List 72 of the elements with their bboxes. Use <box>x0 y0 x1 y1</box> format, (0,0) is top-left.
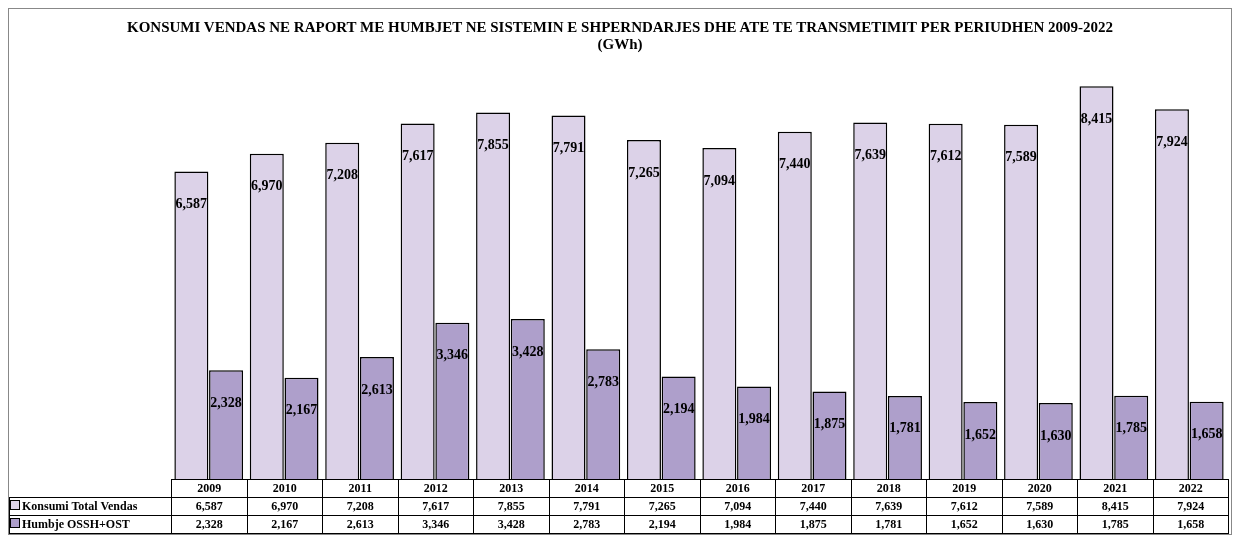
legend-label: Konsumi Total Vendas <box>9 497 172 516</box>
data-label: 2,328 <box>171 515 247 534</box>
x-tick-label: 2013 <box>473 479 549 498</box>
x-tick-label: 2012 <box>398 479 474 498</box>
text: 7,265 <box>628 164 660 180</box>
x-tick-label: 2011 <box>322 479 398 498</box>
text: 8,415 <box>1080 110 1113 126</box>
data-label: 7,265 <box>624 497 700 516</box>
text: 7,589 <box>1005 149 1037 165</box>
x-tick-label: 2015 <box>624 479 700 498</box>
data-label: 2,783 <box>549 515 625 534</box>
x-tick-label: 2016 <box>700 479 776 498</box>
data-label: 7,791 <box>549 497 625 516</box>
text: 7,440 <box>779 156 811 172</box>
text: 1,658 <box>1190 426 1223 442</box>
data-label: 1,630 <box>1002 515 1078 534</box>
x-tick-label: 2021 <box>1077 479 1153 498</box>
data-label: 8,415 <box>1077 497 1153 516</box>
x-tick-label: 2009 <box>171 479 247 498</box>
data-label: 6,970 <box>247 497 323 516</box>
text: 2,613 <box>361 381 393 397</box>
text: 1,984 <box>738 411 770 427</box>
text: 2,783 <box>587 373 619 389</box>
x-tick-label: 2019 <box>926 479 1002 498</box>
data-label: 7,924 <box>1153 497 1229 516</box>
data-label: 3,346 <box>398 515 474 534</box>
text: 1,781 <box>889 420 921 436</box>
text: 6,587 <box>175 196 208 212</box>
data-label: 7,094 <box>700 497 776 516</box>
text: 6,970 <box>251 178 283 194</box>
data-label: 1,785 <box>1077 515 1153 534</box>
data-label: 7,612 <box>926 497 1002 516</box>
data-label: 7,208 <box>322 497 398 516</box>
text: 7,094 <box>703 172 736 188</box>
text: 1,785 <box>1115 420 1147 436</box>
text: 1,875 <box>813 416 846 432</box>
x-tick-label: 2022 <box>1153 479 1229 498</box>
legend-label: Humbje OSSH+OST <box>9 515 172 534</box>
text: 1,652 <box>964 426 997 442</box>
data-label: 1,652 <box>926 515 1002 534</box>
text: 7,208 <box>326 167 358 183</box>
text: 7,639 <box>854 147 886 163</box>
text: 7,612 <box>929 148 962 164</box>
data-label: 7,855 <box>473 497 549 516</box>
data-label: 1,781 <box>851 515 927 534</box>
x-tick-label: 2017 <box>775 479 851 498</box>
text: 1,630 <box>1040 427 1072 443</box>
text: 7,924 <box>1156 133 1188 149</box>
data-label: 3,428 <box>473 515 549 534</box>
x-tick-label: 2014 <box>549 479 625 498</box>
data-label: 2,194 <box>624 515 700 534</box>
data-label: 1,875 <box>775 515 851 534</box>
text: 7,617 <box>401 148 434 164</box>
text: 7,855 <box>477 137 509 153</box>
text: 7,791 <box>552 140 585 156</box>
x-tick-label: 2010 <box>247 479 323 498</box>
x-tick-label: 2020 <box>1002 479 1078 498</box>
data-label: 7,440 <box>775 497 851 516</box>
chart-title: KONSUMI VENDAS NE RAPORT ME HUMBJET NE SISTEMIN E SHPERNDARJES DHE ATE TE TRANSMETIMIT PER PERIUDHEN 2009-2022 (GWh) <box>126 19 1114 53</box>
data-label: 2,613 <box>322 515 398 534</box>
x-tick-label: 2018 <box>851 479 927 498</box>
data-label: 7,639 <box>851 497 927 516</box>
data-label: 7,589 <box>1002 497 1078 516</box>
text: 3,428 <box>512 343 544 359</box>
data-label: 2,167 <box>247 515 323 534</box>
text: 3,346 <box>436 347 469 363</box>
data-label: 7,617 <box>398 497 474 516</box>
data-label: 1,984 <box>700 515 776 534</box>
text: 2,167 <box>285 402 318 418</box>
data-label: 6,587 <box>171 497 247 516</box>
data-label: 1,658 <box>1153 515 1229 534</box>
text: 2,328 <box>210 394 242 410</box>
